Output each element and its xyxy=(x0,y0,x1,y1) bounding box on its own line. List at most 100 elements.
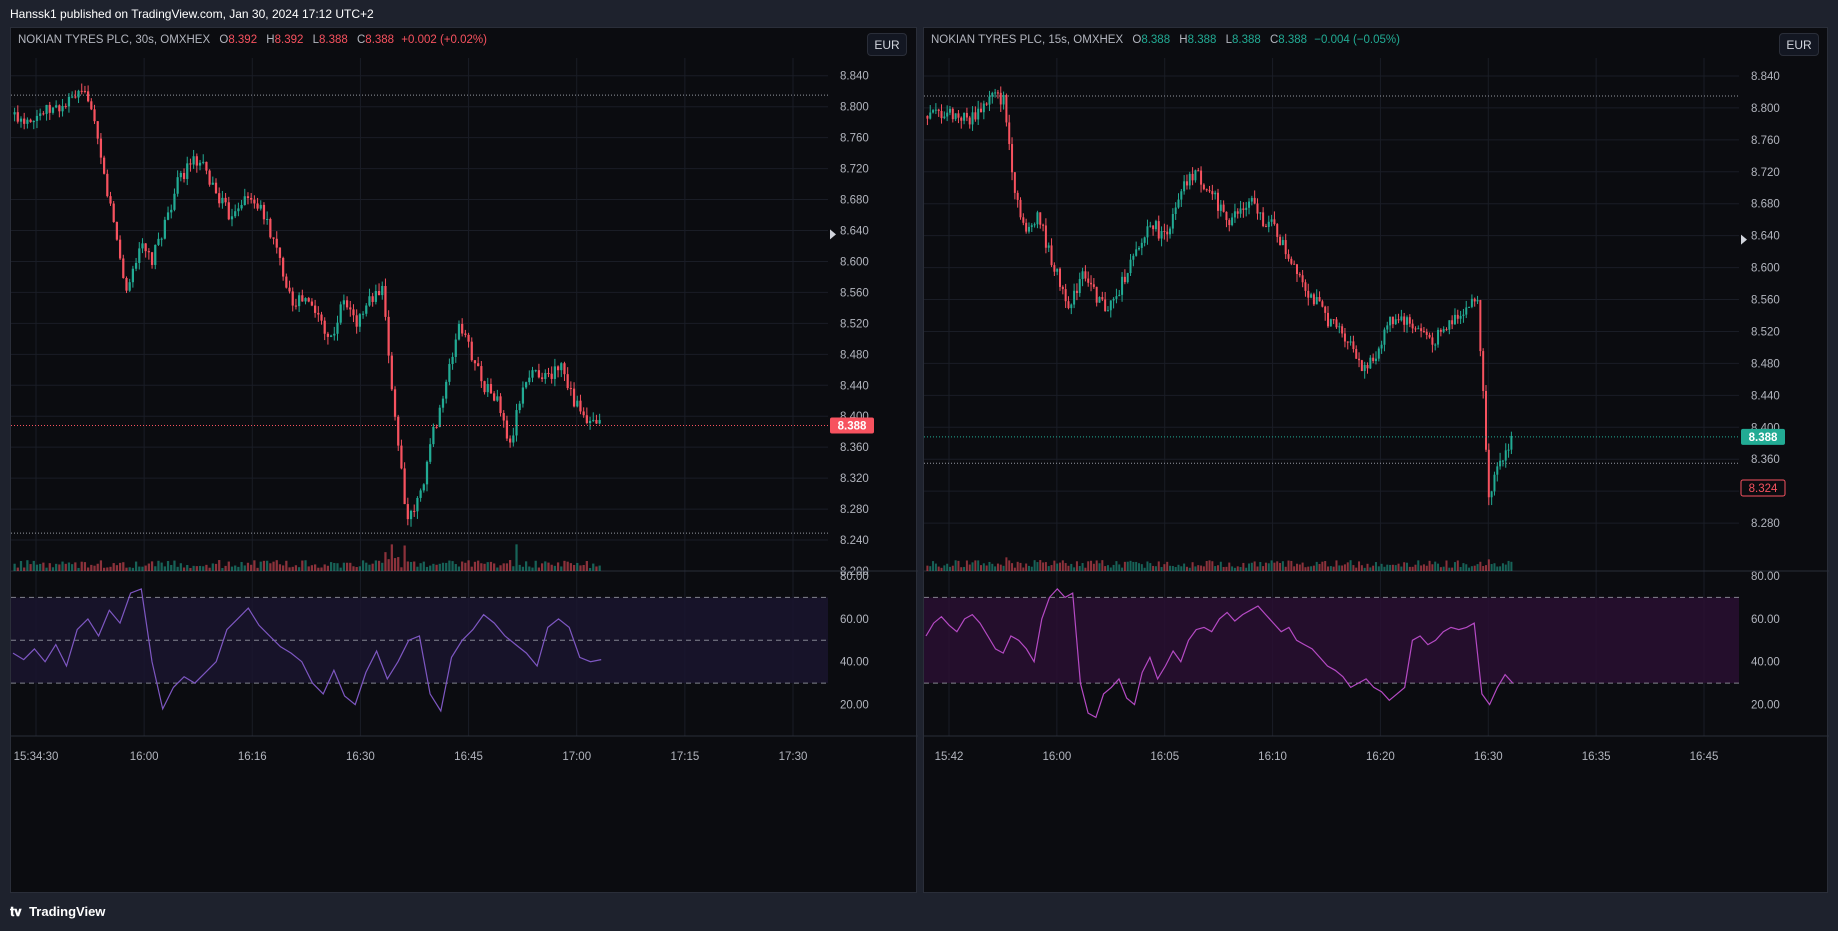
volume-bar xyxy=(1484,565,1487,571)
price-tick-label: 8.600 xyxy=(840,256,869,268)
volume-bar xyxy=(1185,566,1188,571)
candle-body xyxy=(80,90,83,92)
change-value: −0.004 (−0.05%) xyxy=(1314,34,1400,46)
volume-bar xyxy=(189,567,192,571)
candle-body xyxy=(250,198,253,200)
candle-body xyxy=(1025,222,1028,232)
candle-body xyxy=(1039,212,1042,225)
candle-body xyxy=(128,282,131,291)
candle-body xyxy=(1214,192,1217,195)
chart-panel-right[interactable]: 8.840 8.800 8.760 8.720 8.680 8.640 8.600 8.560… xyxy=(923,27,1829,894)
candle-body xyxy=(202,161,205,163)
chart-canvas-right[interactable]: 8.840 8.800 8.760 8.720 8.680 8.640 8.600 8.560… xyxy=(924,28,1829,894)
volume-bar xyxy=(980,565,983,571)
candle-body xyxy=(1304,282,1307,291)
candle-body xyxy=(1439,329,1442,332)
candle-body xyxy=(320,314,323,321)
secondary-price-tag xyxy=(1740,479,1786,497)
volume-bar xyxy=(531,567,534,571)
candle-body xyxy=(1501,460,1504,462)
candle-body xyxy=(1121,276,1124,295)
candle-body xyxy=(208,170,211,185)
volume-bar xyxy=(1479,561,1482,571)
candle-body xyxy=(365,305,368,314)
candle-body xyxy=(461,323,464,334)
change-value: +0.002 (+0.02%) xyxy=(401,34,487,46)
candle-body xyxy=(1016,192,1019,200)
candle-body xyxy=(1374,358,1377,361)
price-tick-label: 8.600 xyxy=(1751,263,1780,275)
volume-bar xyxy=(509,560,512,571)
volume-bar xyxy=(16,567,19,571)
candle-body xyxy=(154,244,157,265)
candle-body xyxy=(125,277,128,291)
volume-bar xyxy=(1383,566,1386,571)
candle-body xyxy=(1033,224,1036,226)
candle-body xyxy=(313,305,317,313)
volume-bar xyxy=(93,565,96,571)
volume-bar xyxy=(80,561,83,571)
candle-body xyxy=(1420,328,1423,332)
candle-body xyxy=(1414,328,1417,330)
candle-body xyxy=(160,238,163,240)
candle-body xyxy=(441,398,445,408)
candle-body xyxy=(547,373,550,375)
volume-bar xyxy=(230,566,234,571)
volume-bar xyxy=(1160,567,1163,571)
secondary-price-label: 8.324 xyxy=(1749,483,1778,495)
volume-bar xyxy=(572,564,576,571)
currency-button-left[interactable]: EUR xyxy=(867,33,907,56)
volume-bar xyxy=(1442,566,1445,571)
volume-bar xyxy=(1462,563,1465,571)
candle-body xyxy=(237,208,240,212)
volume-bar xyxy=(515,544,518,571)
candle-body xyxy=(1169,228,1172,235)
candle-body xyxy=(166,212,170,220)
volume-bar xyxy=(266,560,269,571)
footer-brand[interactable]: TradingView xyxy=(29,904,106,919)
volume-bar xyxy=(336,563,339,571)
chart-canvas-left[interactable]: 8.840 8.800 8.760 8.720 8.680 8.640 8.600 8.560… xyxy=(11,28,918,894)
candle-body xyxy=(521,387,525,404)
currency-button-right[interactable]: EUR xyxy=(1779,33,1819,56)
volume-bar xyxy=(1197,565,1200,571)
volume-bar xyxy=(134,561,138,571)
volume-bar xyxy=(544,561,547,571)
price-tick-label: 8.760 xyxy=(840,133,869,145)
volume-bar xyxy=(1180,566,1183,571)
volume-bar xyxy=(1327,566,1330,571)
price-tick-label: 8.520 xyxy=(840,318,869,330)
time-tick-label: 16:35 xyxy=(1582,751,1611,763)
candle-body xyxy=(1335,319,1338,328)
volume-bar xyxy=(23,567,26,571)
volume-bar xyxy=(518,564,521,571)
candle-body xyxy=(234,211,237,217)
candle-body xyxy=(1256,203,1259,214)
volume-bar xyxy=(996,563,999,571)
volume-bar xyxy=(1493,563,1496,571)
time-tick-label: 16:45 xyxy=(1690,751,1719,763)
candle-body xyxy=(1084,271,1087,279)
candle-body xyxy=(1188,173,1191,186)
volume-bar xyxy=(1171,565,1174,571)
volume-bar xyxy=(1059,562,1062,571)
price-tick-label: 8.440 xyxy=(1751,390,1780,402)
candle-body xyxy=(1406,317,1409,325)
high-label: H xyxy=(266,34,275,46)
volume-bar xyxy=(968,564,971,571)
volume-bar xyxy=(1115,561,1118,571)
candle-body xyxy=(1183,181,1186,192)
time-tick-label: 16:20 xyxy=(1366,751,1395,763)
candle-body xyxy=(90,101,93,110)
candle-body xyxy=(957,113,960,118)
candle-body xyxy=(982,103,985,113)
tradingview-logo-icon[interactable]: 𝐭𝐯 xyxy=(10,904,22,919)
candle-body xyxy=(1157,221,1160,239)
close-label: C xyxy=(1269,34,1279,46)
volume-bar xyxy=(1321,561,1324,571)
candle-body xyxy=(1248,201,1251,208)
chart-panel-left[interactable]: 8.840 8.800 8.760 8.720 8.680 8.640 8.600 8.560… xyxy=(10,27,918,894)
volume-bar xyxy=(355,567,358,571)
candle-body xyxy=(45,104,48,114)
candle-body xyxy=(563,363,566,375)
